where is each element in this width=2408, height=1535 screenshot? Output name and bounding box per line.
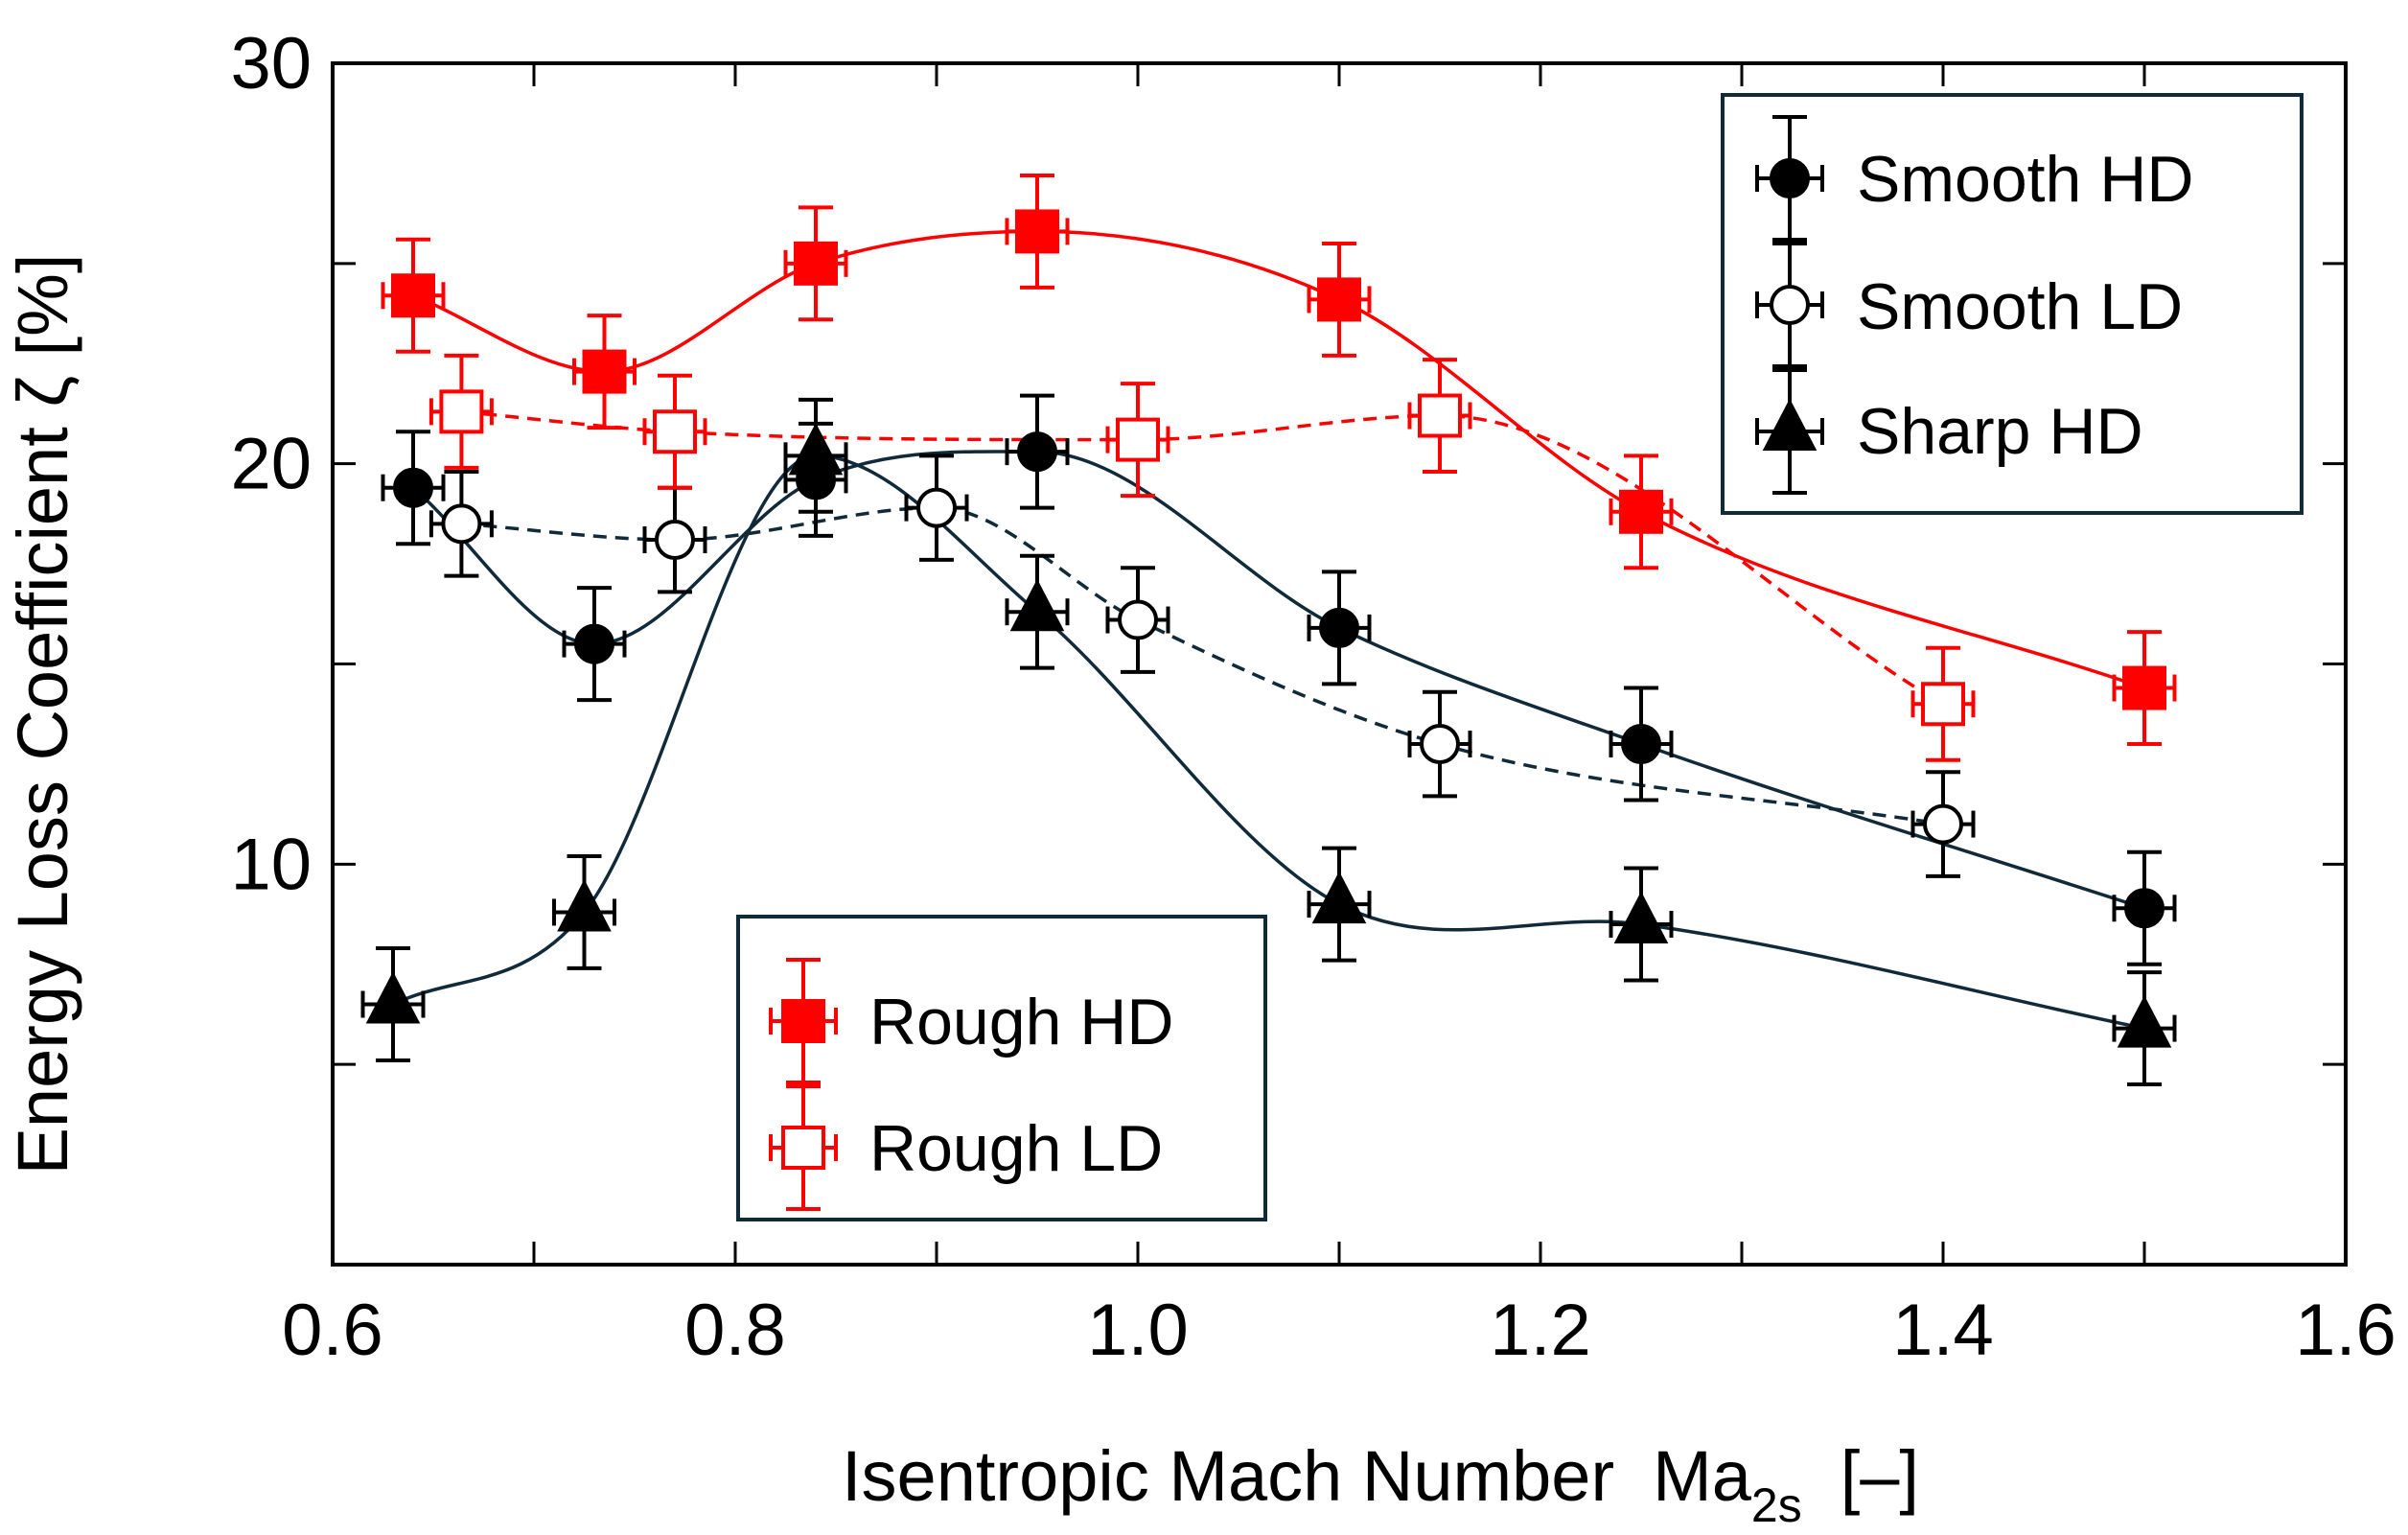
y-tick-label-10: 10: [230, 824, 312, 905]
data-point-rough-ld-1: [439, 389, 484, 434]
data-point-smooth-ld-4: [1118, 599, 1158, 640]
data-point-rough-hd-4: [1015, 209, 1059, 254]
data-point-smooth-ld-2: [655, 520, 695, 561]
y-tick-label-30: 30: [230, 23, 312, 105]
data-point-smooth-ld-3: [916, 487, 957, 528]
data-point-rough-ld-4: [1418, 393, 1462, 438]
legend-entry-smooth-ld: Smooth LD: [1755, 242, 2183, 368]
data-point-smooth-hd-5: [1319, 607, 1359, 648]
legend-marker-rough-ld: [781, 1126, 825, 1170]
legend-entry-sharp-hd: Sharp HD: [1755, 368, 2143, 495]
data-point-smooth-hd-6: [1621, 724, 1661, 765]
data-point-rough-hd-1: [391, 273, 435, 318]
series-line-sharp-hd: [392, 454, 2145, 1031]
data-point-rough-ld-3: [1116, 417, 1160, 462]
legend-label-smooth-hd: Smooth HD: [1857, 143, 2193, 216]
x-axis-label: Isentropic Mach Number Ma2s [–]: [842, 1436, 1919, 1532]
data-point-smooth-ld-6: [1923, 803, 1963, 845]
legend-marker-rough-hd: [781, 999, 825, 1043]
x-axis-label-subscript: 2s: [1751, 1478, 1802, 1532]
data-point-smooth-hd-7: [2124, 888, 2165, 929]
axis-tick-labels: 0.6 0.8 1.0 1.2 1.4 1.6 10 20 30: [230, 23, 2396, 1371]
legend-label-rough-ld: Rough LD: [869, 1112, 1163, 1185]
x-axis-label-unit: [–]: [1841, 1436, 1919, 1516]
legend-entry-rough-ld: Rough LD: [769, 1084, 1163, 1211]
y-axis-label: Energy Loss Coefficient ζ [%]: [3, 254, 82, 1175]
data-point-sharp-hd-4: [1009, 578, 1065, 632]
x-axis-label-symbol: Ma: [1653, 1436, 1752, 1516]
data-point-rough-hd-3: [794, 241, 838, 286]
legend-entry-rough-hd: Rough HD: [769, 958, 1174, 1084]
x-tick-label-1-0: 1.0: [1087, 1290, 1189, 1371]
data-point-sharp-hd-7: [2117, 995, 2172, 1048]
axis-ticks: [333, 63, 2346, 1265]
legend-top-right: Smooth HD Smooth LD Sharp HD: [1721, 93, 2304, 515]
legend-label-sharp-hd: Sharp HD: [1857, 395, 2143, 468]
data-point-sharp-hd-6: [1613, 891, 1669, 943]
data-point-smooth-hd-4: [1017, 431, 1057, 473]
data-point-rough-hd-6: [1619, 489, 1663, 534]
legend-symbol-smooth-ld: [1755, 242, 1824, 368]
data-point-smooth-ld-1: [441, 503, 482, 545]
legend-marker-smooth-hd: [1770, 158, 1810, 198]
legend-symbol-smooth-hd: [1755, 115, 1824, 242]
legend-marker-sharp-hd: [1762, 398, 1818, 451]
data-point-smooth-ld-5: [1420, 724, 1460, 765]
data-point-rough-hd-5: [1317, 277, 1361, 322]
data-point-smooth-hd-1: [393, 467, 433, 508]
x-tick-label-1-4: 1.4: [1892, 1290, 1994, 1371]
data-point-smooth-hd-2: [574, 623, 614, 664]
data-point-rough-hd-7: [2122, 665, 2166, 710]
x-tick-label-0-6: 0.6: [282, 1290, 383, 1371]
data-point-sharp-hd-2: [557, 879, 612, 932]
x-tick-label-1-2: 1.2: [1490, 1290, 1591, 1371]
legend-symbol-sharp-hd: [1755, 368, 1824, 495]
data-point-rough-hd-2: [582, 349, 627, 394]
legend-label-smooth-ld: Smooth LD: [1857, 270, 2183, 343]
legend-errorbar-smooth-ld: [1755, 242, 1824, 368]
legend-lower-middle: Rough HD Rough LD: [736, 915, 1267, 1221]
legend-symbol-rough-ld: [769, 1084, 838, 1211]
legend-entry-smooth-hd: Smooth HD: [1755, 115, 2193, 242]
x-tick-label-1-6: 1.6: [2295, 1290, 2396, 1371]
data-point-sharp-hd-5: [1311, 871, 1367, 924]
data-point-rough-ld-2: [653, 409, 697, 454]
legend-bottom-frame: [736, 915, 1267, 1221]
data-point-sharp-hd-3: [788, 422, 844, 476]
data-point-rough-ld-5: [1921, 682, 1965, 727]
legend-symbol-rough-hd: [769, 958, 838, 1084]
legend-marker-smooth-ld: [1770, 285, 1810, 325]
y-tick-label-20: 20: [230, 424, 312, 505]
x-axis-label-main: Isentropic Mach Number: [842, 1436, 1614, 1516]
legend-label-rough-hd: Rough HD: [869, 986, 1174, 1058]
series-line-smooth-ld: [461, 505, 1944, 826]
x-tick-label-0-8: 0.8: [684, 1290, 786, 1371]
data-point-sharp-hd-1: [365, 971, 421, 1024]
series-markers: [365, 209, 2172, 1048]
series-line-rough-ld: [461, 409, 1944, 706]
